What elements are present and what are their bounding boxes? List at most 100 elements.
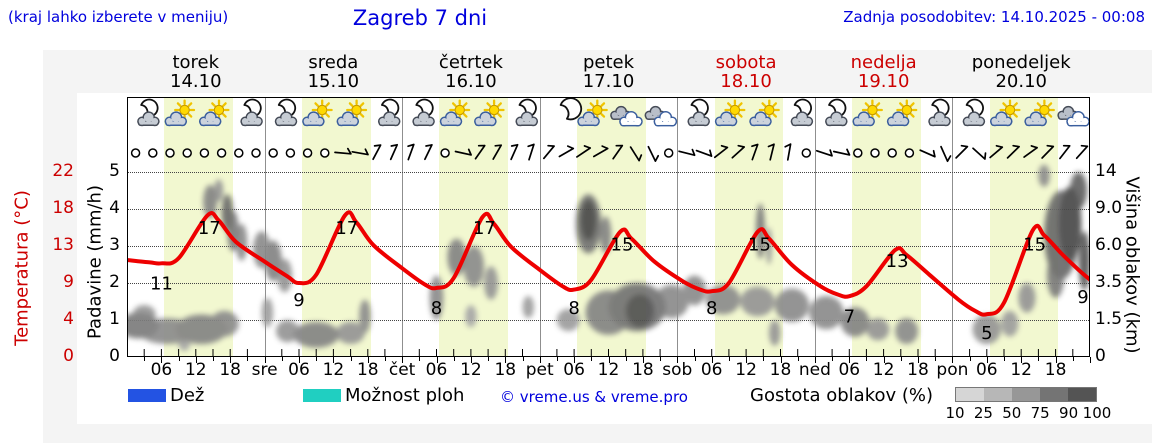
axis-tick (986, 357, 988, 363)
cloud-blob (809, 295, 844, 330)
day-name: torek (172, 52, 220, 73)
cloud-blob (625, 294, 655, 328)
wind-barb-icon (972, 147, 987, 160)
precip-tick: 3 (109, 235, 120, 255)
cloud-blob (740, 286, 775, 317)
cloud-tick: 14 (1095, 161, 1117, 181)
axis-tick (780, 357, 782, 363)
temp-value-label: 17 (198, 218, 221, 239)
wind-barb-icon (989, 144, 1004, 159)
hour-label: 18 (1044, 360, 1067, 380)
wind-barb-icon (592, 145, 609, 158)
day-header-sreda: sreda 15.10 (268, 53, 398, 91)
wind-barb-icon (784, 143, 792, 161)
temp-tick: 22 (52, 161, 74, 181)
sky-icon-sun-cloud (336, 99, 368, 127)
axis-tick (333, 357, 335, 363)
axis-tick (178, 357, 180, 361)
cloud-blob (175, 314, 228, 345)
cloud-blob (203, 184, 218, 219)
wind-barb-icon (940, 145, 952, 163)
day-separator (402, 98, 404, 356)
wind-calm-icon (302, 148, 313, 158)
temp-value-label: 8 (706, 298, 717, 319)
axis-tick (832, 357, 834, 361)
axis-tick (677, 357, 679, 363)
wind-barb-icon (1041, 144, 1055, 159)
showers-legend-label: Možnost ploh (341, 385, 469, 406)
axis-tick (281, 357, 283, 361)
cloud-blob (235, 223, 248, 261)
hour-label: 18 (907, 360, 929, 380)
sky-icon-clouds (610, 105, 643, 127)
midnight-label: pon (936, 360, 969, 380)
axis-tick (436, 357, 438, 363)
wind-calm-icon (234, 148, 244, 158)
wind-barb-icon (492, 144, 503, 160)
wind-row (130, 143, 1089, 163)
left-margin-band (43, 50, 77, 443)
axis-tick (814, 357, 816, 363)
temp-value-label: 17 (335, 218, 358, 239)
precip-tick: 0 (109, 346, 120, 366)
wind-barb-icon (334, 147, 352, 155)
sky-icon-sun-cloud (302, 99, 333, 127)
hour-label: 18 (769, 360, 792, 380)
cloud-tick: 6.0 (1095, 235, 1123, 255)
density-tick-label: 10 (945, 404, 965, 422)
precip-tick: 1 (109, 309, 120, 329)
sky-icon-clouds (644, 105, 678, 127)
day-header-torek: torek 14.10 (131, 53, 261, 91)
cloud-blob (895, 318, 919, 344)
cloud-blob (128, 312, 159, 339)
cloud-blob (1058, 186, 1082, 261)
day-separator (952, 98, 954, 356)
axis-tick (969, 357, 971, 361)
cloud-blob (336, 321, 365, 344)
showers-legend-swatch (303, 389, 343, 402)
temp-value-label: 11 (150, 274, 173, 295)
wind-barb-icon (1023, 145, 1038, 158)
wind-calm-icon (853, 148, 863, 158)
cloud-density-gradient (955, 387, 1097, 402)
cloud-blob (840, 307, 870, 337)
day-header-ponedeljek: ponedeljek 20.10 (956, 53, 1086, 91)
wind-calm-icon (801, 148, 812, 158)
day-date: 20.10 (995, 71, 1047, 92)
axis-tick (728, 357, 730, 361)
wind-barb-icon (558, 145, 575, 158)
midnight-label: čet (388, 360, 416, 380)
cloud-blob (484, 266, 498, 300)
cloud-blob (1001, 310, 1019, 337)
precip-tick: 5 (109, 161, 120, 181)
temp-value-label: 8 (568, 298, 579, 319)
sky-icon-sun-cloud (714, 99, 746, 127)
wind-calm-icon (870, 148, 880, 158)
axis-tick (608, 357, 610, 363)
wind-barb-icon (678, 148, 696, 157)
wind-calm-icon (130, 148, 141, 158)
cloud-blob (774, 288, 810, 322)
sky-icon-sun-cloud (439, 99, 471, 127)
day-name: sobota (715, 52, 777, 73)
hour-label: 12 (460, 360, 482, 380)
axis-tick (161, 357, 163, 363)
wind-barb-icon (389, 143, 399, 161)
copyright-link[interactable]: © vreme.us & vreme.pro (497, 388, 691, 406)
cloud-blob (866, 318, 890, 341)
axis-tick (797, 357, 799, 361)
day-name: sreda (308, 52, 359, 73)
plot-area: 11 17 9 17 8 17 8 15 8 15 7 13 5 15 9 (127, 97, 1090, 357)
axis-tick (1090, 357, 1091, 363)
hour-label: 06 (700, 360, 723, 380)
chart-canvas: 11 17 9 17 8 17 8 15 8 15 7 13 5 15 9 (128, 98, 1089, 356)
temp-axis-label: Temperatura (°C) (11, 190, 33, 346)
cloud-blob (221, 194, 233, 232)
wind-barb-icon (542, 144, 555, 160)
sky-icon-moon-cloud (274, 98, 298, 127)
axis-tick (470, 357, 472, 363)
hour-label: 06 (975, 360, 998, 380)
sky-icon-row (137, 98, 1089, 127)
hour-label: 18 (494, 360, 517, 380)
temp-value-label: 15 (611, 235, 634, 256)
